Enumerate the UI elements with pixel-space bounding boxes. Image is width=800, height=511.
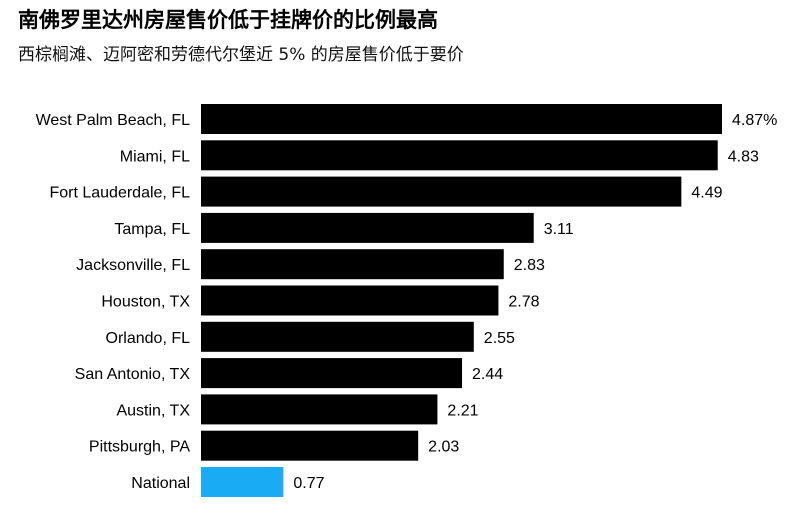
category-label-jacksonville-fl: Jacksonville, FL bbox=[76, 257, 190, 274]
bar-jacksonville-fl bbox=[201, 249, 504, 280]
chart-subtitle: 西棕榈滩、迈阿密和劳德代尔堡近 5% 的房屋售价低于要价 bbox=[18, 45, 464, 65]
category-label-houston-tx: Houston, TX bbox=[101, 294, 190, 311]
bar-orlando-fl bbox=[201, 321, 474, 352]
value-label-pittsburgh-pa: 2.03 bbox=[428, 439, 459, 456]
bar-austin-tx bbox=[201, 394, 438, 425]
value-label-austin-tx: 2.21 bbox=[447, 402, 478, 419]
bars-group: West Palm Beach, FL 4.87% Miami, FL 4.83 For… bbox=[36, 104, 777, 497]
category-label-orlando-fl: Orlando, FL bbox=[106, 330, 191, 347]
category-label-miami-fl: Miami, FL bbox=[120, 148, 190, 165]
chart-title: 南佛罗里达州房屋售价低于挂牌价的比例最高 bbox=[18, 8, 438, 32]
bar-west-palm-beach-fl bbox=[201, 104, 722, 134]
category-label-austin-tx: Austin, TX bbox=[116, 402, 190, 419]
bar-tampa-fl bbox=[201, 212, 534, 243]
category-label-pittsburgh-pa: Pittsburgh, PA bbox=[89, 439, 190, 456]
value-label-san-antonio-tx: 2.44 bbox=[472, 366, 503, 383]
value-label-orlando-fl: 2.55 bbox=[484, 330, 515, 347]
category-label-fort-lauderdale-fl: Fort Lauderdale, FL bbox=[49, 185, 190, 202]
bar-san-antonio-tx bbox=[201, 358, 463, 389]
category-label-tampa-fl: Tampa, FL bbox=[114, 221, 190, 238]
value-label-fort-lauderdale-fl: 4.49 bbox=[691, 185, 722, 202]
category-label-west-palm-beach-fl: West Palm Beach, FL bbox=[36, 112, 191, 129]
bar-fort-lauderdale-fl bbox=[201, 176, 682, 207]
value-label-west-palm-beach-fl: 4.87% bbox=[732, 112, 777, 129]
value-label-jacksonville-fl: 2.83 bbox=[514, 257, 545, 274]
bar-national bbox=[201, 467, 284, 497]
category-label-san-antonio-tx: San Antonio, TX bbox=[75, 366, 191, 383]
value-label-tampa-fl: 3.11 bbox=[544, 221, 574, 238]
category-label-national: National bbox=[131, 475, 190, 492]
value-label-national: 0.77 bbox=[293, 475, 324, 492]
bar-pittsburgh-pa bbox=[201, 430, 419, 461]
bar-houston-tx bbox=[201, 285, 499, 316]
bar-miami-fl bbox=[201, 140, 718, 171]
value-label-miami-fl: 4.83 bbox=[728, 148, 759, 165]
value-label-houston-tx: 2.78 bbox=[508, 294, 539, 311]
